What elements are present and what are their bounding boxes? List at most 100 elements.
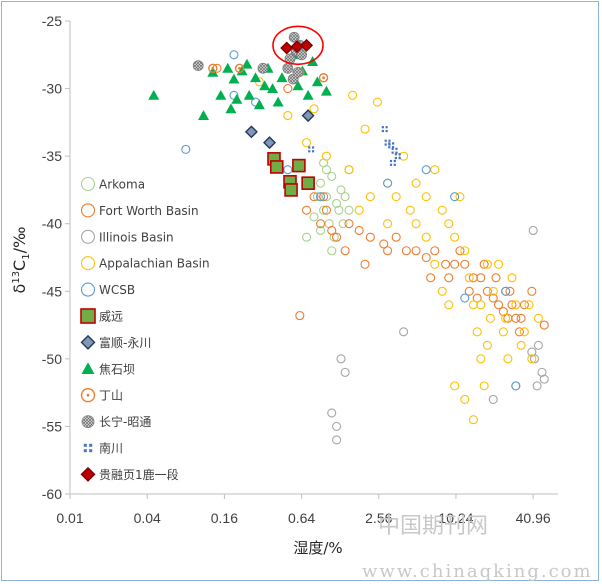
legend-label-5: 威远 bbox=[99, 310, 123, 324]
point-11-0 bbox=[280, 41, 294, 55]
point-1-42 bbox=[505, 286, 515, 296]
point-5-5 bbox=[301, 176, 315, 190]
point-2-14 bbox=[488, 394, 498, 404]
y-axis-label-sub: 1 bbox=[21, 253, 32, 259]
point-3-4 bbox=[360, 124, 370, 134]
point-1-44 bbox=[527, 286, 537, 296]
legend-label-10: 南川 bbox=[99, 441, 123, 456]
series-0 bbox=[302, 158, 354, 256]
point-0-7 bbox=[336, 185, 346, 195]
point-7-8 bbox=[243, 89, 255, 100]
point-1-45 bbox=[539, 320, 549, 330]
point-3-1 bbox=[302, 138, 312, 148]
point-1-21 bbox=[488, 293, 498, 303]
legend-label-11: 贵融页1鹿一段 bbox=[99, 467, 179, 482]
legend-marker-9 bbox=[81, 415, 95, 429]
point-3-51 bbox=[516, 340, 526, 350]
point-1-34 bbox=[309, 192, 319, 202]
point-1-32 bbox=[360, 259, 370, 269]
point-5-1 bbox=[269, 160, 284, 174]
y-tick-label-1: -55 bbox=[42, 418, 62, 434]
x-tick-label-3: 0.64 bbox=[288, 510, 315, 526]
point-3-5 bbox=[372, 97, 382, 107]
point-0-15 bbox=[327, 246, 337, 256]
point-10-5 bbox=[394, 153, 401, 160]
point-3-19 bbox=[472, 327, 482, 337]
legend-label-6: 富顺-永川 bbox=[99, 335, 151, 350]
point-0-18 bbox=[344, 205, 354, 215]
point-3-26 bbox=[498, 327, 508, 337]
x-tick-label-1: 0.04 bbox=[134, 510, 161, 526]
point-7-10 bbox=[253, 99, 265, 110]
point-1-33 bbox=[383, 246, 393, 256]
x-tick-label-6: 40.96 bbox=[516, 510, 551, 526]
point-9-4 bbox=[292, 66, 304, 78]
point-9-1 bbox=[257, 62, 269, 74]
point-7-1 bbox=[198, 110, 210, 120]
point-8-1 bbox=[234, 63, 245, 74]
x-tick-label-5: 10.24 bbox=[438, 510, 473, 526]
point-2-2 bbox=[327, 408, 337, 418]
point-0-1 bbox=[321, 192, 331, 202]
point-3-10 bbox=[421, 192, 431, 202]
point-3-15 bbox=[455, 192, 465, 202]
watermark-text-cn: 中国期刊网 bbox=[378, 514, 488, 539]
watermark-text-url: www.chinaqking.com bbox=[362, 561, 593, 582]
y-axis-label-c: C bbox=[10, 260, 29, 271]
point-3-24 bbox=[488, 286, 498, 296]
legend-label-4: WCSB bbox=[99, 283, 135, 297]
point-1-15 bbox=[441, 259, 451, 269]
point-7-6 bbox=[231, 93, 243, 104]
point-3-35 bbox=[468, 415, 478, 425]
series-7 bbox=[148, 49, 332, 120]
point-1-40 bbox=[479, 259, 489, 269]
y-tick-label-7: -25 bbox=[42, 13, 62, 29]
legend-label-0: Arkoma bbox=[99, 178, 145, 192]
point-1-6 bbox=[344, 219, 354, 229]
point-7-17 bbox=[292, 80, 304, 91]
point-1-25 bbox=[507, 300, 517, 310]
y-tick-label-3: -45 bbox=[42, 283, 62, 299]
point-7-19 bbox=[302, 89, 314, 100]
legend-marker-3 bbox=[80, 256, 96, 271]
point-3-9 bbox=[411, 178, 421, 188]
point-2-8 bbox=[529, 354, 540, 364]
point-3-50 bbox=[501, 313, 511, 323]
point-9-8 bbox=[288, 31, 300, 43]
point-1-35 bbox=[327, 225, 337, 236]
point-3-49 bbox=[482, 259, 492, 269]
point-1-20 bbox=[482, 286, 492, 296]
point-3-52 bbox=[524, 300, 534, 310]
x-tick-label-0: 0.01 bbox=[56, 510, 83, 526]
point-0-17 bbox=[338, 219, 348, 229]
y-axis-label-unit: /‰ bbox=[10, 227, 29, 254]
point-3-42 bbox=[383, 219, 393, 229]
point-7-24 bbox=[241, 58, 253, 69]
point-4-9 bbox=[501, 286, 511, 296]
legend-item-0: Arkoma bbox=[80, 176, 145, 192]
point-1-31 bbox=[340, 246, 350, 256]
point-3-48 bbox=[476, 300, 486, 310]
legend-label-8: 丁山 bbox=[99, 389, 123, 403]
point-1-11 bbox=[401, 246, 411, 256]
point-7-5 bbox=[228, 73, 240, 84]
legend-item-10: 南川 bbox=[83, 441, 123, 456]
point-1-14 bbox=[430, 246, 440, 256]
point-7-20 bbox=[311, 76, 323, 87]
point-2-13 bbox=[528, 225, 538, 236]
y-tick-label-4: -40 bbox=[42, 216, 62, 232]
point-3-14 bbox=[450, 232, 460, 242]
legend-label-2: Illinois Basin bbox=[99, 230, 174, 244]
point-3-46 bbox=[309, 104, 319, 114]
point-1-41 bbox=[491, 273, 501, 283]
point-0-10 bbox=[334, 205, 344, 215]
legend-marker-1 bbox=[80, 203, 96, 218]
point-1-2 bbox=[295, 311, 305, 321]
legend-marker-7 bbox=[81, 362, 95, 374]
point-7-3 bbox=[215, 89, 227, 100]
x-axis-label: 湿度/% bbox=[293, 539, 342, 557]
series-5 bbox=[267, 152, 315, 197]
point-3-2 bbox=[321, 151, 331, 161]
point-1-8 bbox=[365, 232, 375, 242]
